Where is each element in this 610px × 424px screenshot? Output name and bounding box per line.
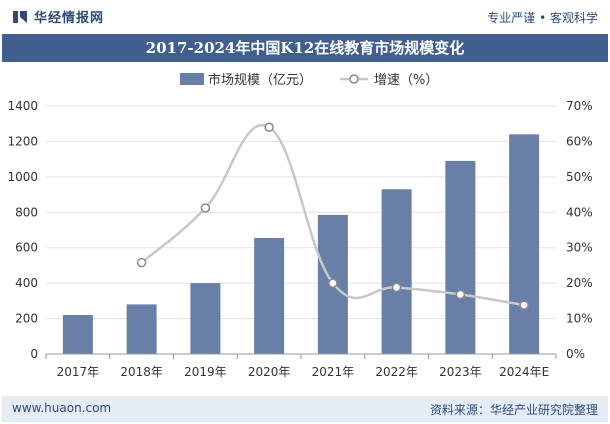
- y-tick-label-right: 20%: [566, 276, 593, 290]
- bar: [62, 315, 93, 354]
- x-tick-label: 2018年: [120, 365, 163, 379]
- bar: [126, 304, 157, 354]
- y-tick-label-right: 10%: [566, 312, 593, 326]
- y-tick-label-left: 400: [15, 276, 38, 290]
- legend-swatch-bar: [180, 73, 204, 85]
- y-tick-label-left: 600: [15, 241, 38, 255]
- footer: www.huaon.com 资料来源：华经产业研究院整理: [2, 396, 608, 422]
- x-tick-label: 2023年: [439, 365, 482, 379]
- y-tick-label-left: 800: [15, 205, 38, 219]
- growth-point: [455, 289, 466, 300]
- bar-series: [62, 134, 540, 354]
- growth-point: [264, 122, 274, 133]
- y-tick-label-right: 0%: [566, 347, 585, 361]
- footer-url[interactable]: www.huaon.com: [12, 401, 112, 415]
- x-tick-label: 2019年: [184, 365, 227, 379]
- line-series: [136, 122, 529, 310]
- chart: 0 200 400 600 800 1000 1200 1400 0% 10% 20% 30% 40%…: [7, 72, 593, 379]
- legend: 市场规模（亿元） 增速（%）: [180, 72, 438, 88]
- y-tick-label-left: 0: [30, 347, 38, 361]
- y-tick-label-left: 1000: [7, 170, 38, 184]
- chart-title: 2017-2024年中国K12在线教育市场规模变化: [2, 34, 608, 62]
- bar: [381, 189, 412, 354]
- x-tick-label: 2024年E: [499, 365, 549, 379]
- bar: [190, 283, 221, 354]
- y-tick-label-left: 1400: [7, 99, 38, 113]
- top-bar: 华经情报网 专业严谨 • 客观科学: [0, 0, 610, 32]
- x-tick-label: 2021年: [312, 365, 355, 379]
- gridlines: [46, 105, 556, 320]
- growth-point: [328, 278, 338, 288]
- legend-swatch-marker: [349, 74, 359, 84]
- growth-point: [391, 282, 402, 293]
- growth-point: [136, 257, 147, 268]
- x-axis: 2017年 2018年 2019年 2020年 2021年 2022年 2023年 2024年…: [45, 353, 557, 379]
- y-tick-label-right: 30%: [566, 241, 593, 255]
- y-tick-label-left: 200: [15, 312, 38, 326]
- footer-source: 资料来源：华经产业研究院整理: [429, 403, 598, 417]
- legend-label-line: 增速（%）: [374, 73, 438, 88]
- growth-point: [200, 203, 211, 213]
- bar: [445, 160, 476, 354]
- bar: [254, 237, 285, 354]
- x-tick-label: 2017年: [57, 365, 100, 379]
- y-axis-right: 0% 10% 20% 30% 40% 50% 60% 70%: [566, 99, 593, 361]
- y-tick-label-right: 50%: [566, 170, 593, 184]
- growth-point: [519, 300, 529, 310]
- y-tick-label-left: 1200: [7, 134, 38, 148]
- y-tick-label-right: 70%: [566, 99, 593, 113]
- bar: [509, 134, 540, 354]
- y-tick-label-right: 40%: [566, 205, 593, 219]
- y-tick-label-right: 60%: [566, 134, 593, 148]
- legend-label-bar: 市场规模（亿元）: [208, 72, 312, 88]
- x-tick-label: 2020年: [248, 365, 291, 379]
- y-axis-left: 0 200 400 600 800 1000 1200 1400: [7, 99, 38, 361]
- x-tick-label: 2022年: [375, 365, 418, 379]
- slogan: 专业严谨 • 客观科学: [487, 11, 598, 25]
- logo-icon: [13, 10, 27, 23]
- brand: 华经情报网: [12, 7, 104, 26]
- brand-name: 华经情报网: [34, 11, 105, 26]
